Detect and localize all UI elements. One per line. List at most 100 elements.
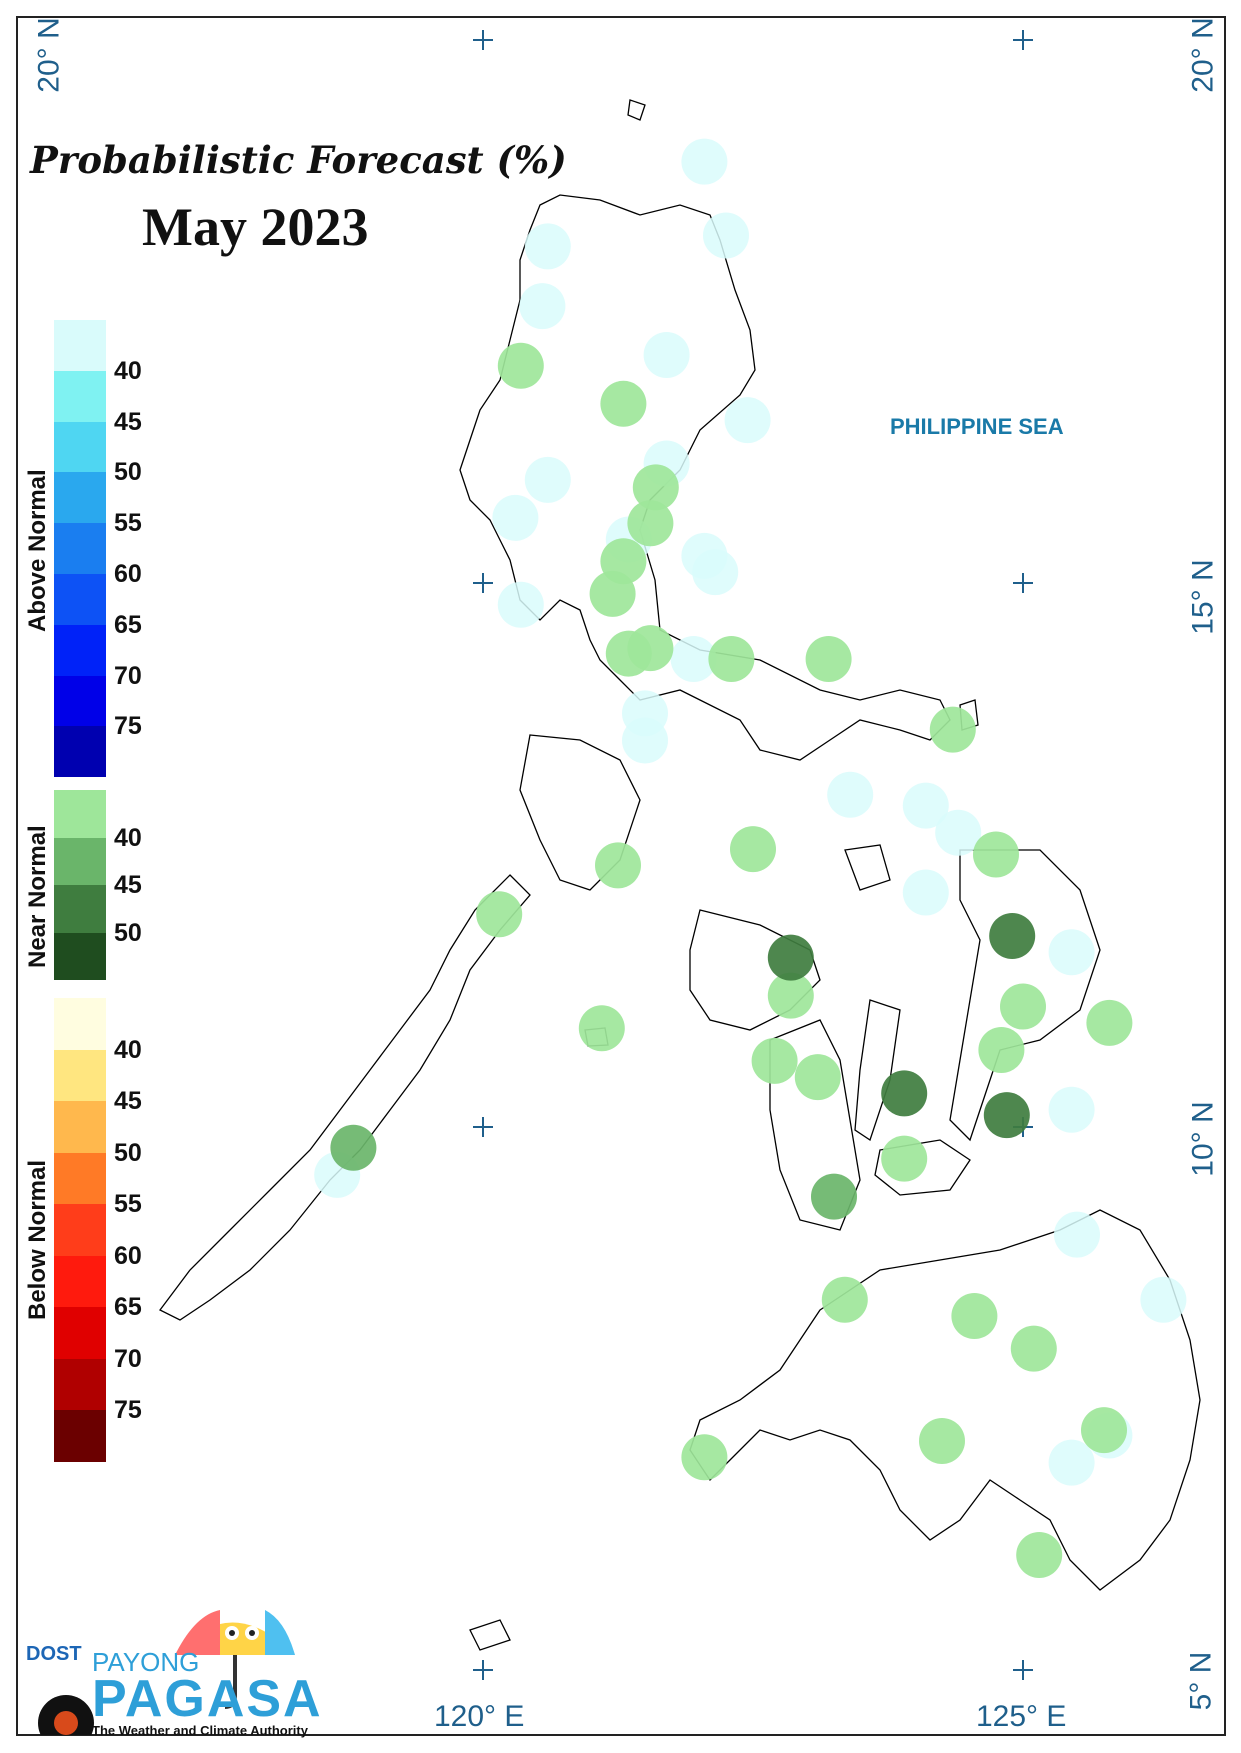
station-marker-near-62 <box>330 1124 377 1171</box>
legend-tick-below-45: 45 <box>114 1087 142 1115</box>
legend-swatch-near-1 <box>54 837 106 886</box>
station-marker-near-56 <box>1016 1531 1063 1578</box>
legend-swatch-above-4 <box>54 523 106 574</box>
station-marker-near-40 <box>973 831 1019 878</box>
station-marker-above-14 <box>935 809 982 856</box>
legend-tick-below-75: 75 <box>114 1396 142 1424</box>
lat-label-15-right: 15° N <box>1186 559 1220 635</box>
station-marker-near-29 <box>632 464 679 511</box>
station-marker-above-4 <box>643 331 690 378</box>
station-marker-near-55 <box>681 1434 728 1481</box>
station-marker-above-8 <box>497 581 544 628</box>
station-marker-above-22 <box>1054 1211 1100 1258</box>
lat-label-20-left: 20° N <box>32 17 66 93</box>
legend-tick-below-55: 55 <box>114 1190 142 1218</box>
station-marker-near-46 <box>751 1037 798 1084</box>
legend-tick-below-70: 70 <box>114 1344 142 1373</box>
lon-label-125: 125° E <box>976 1700 1067 1733</box>
station-marker-above-21 <box>1048 1086 1095 1133</box>
station-marker-above-24 <box>1048 1439 1095 1486</box>
station-marker-near-35 <box>708 636 755 683</box>
station-marker-near-44 <box>1086 999 1133 1046</box>
legend-swatch-above-2 <box>54 421 106 473</box>
station-marker-above-1 <box>703 212 749 259</box>
legend-swatch-near-0 <box>54 790 106 838</box>
bohol-coast <box>874 1139 971 1196</box>
palawan-coast <box>159 874 531 1321</box>
mindanao-coast <box>689 1209 1201 1591</box>
grid-mark-125-5 <box>1013 1660 1033 1680</box>
legend-tick-below-65: 65 <box>114 1293 142 1321</box>
map-frame <box>16 16 1226 1736</box>
grid-mark-120-20 <box>473 30 493 50</box>
station-marker-near-37 <box>929 706 976 753</box>
lat-label-10-right: 10° N <box>1186 1101 1220 1177</box>
station-marker-above-23 <box>1140 1276 1187 1323</box>
legend-tick-below-50: 50 <box>114 1138 142 1167</box>
station-marker-near-28 <box>600 380 647 427</box>
legend-swatch-below-7 <box>54 1358 106 1410</box>
map-title: Probabilistic Forecast (%) <box>30 138 567 182</box>
legend-swatch-above-7 <box>54 675 106 727</box>
coastline <box>159 99 1201 1651</box>
station-marker-near-30 <box>627 500 674 547</box>
graticule-marks <box>473 30 1033 1680</box>
pagasa-label: PAGASA <box>92 1670 323 1728</box>
station-marker-near-58 <box>989 912 1036 959</box>
station-marker-above-0 <box>681 138 728 185</box>
legend-tick-below-40: 40 <box>114 1035 142 1064</box>
station-marker-near-57 <box>767 934 814 981</box>
legend-tick-near-40: 40 <box>114 823 142 852</box>
station-marker-near-50 <box>821 1276 868 1323</box>
batanes-coast <box>627 99 646 121</box>
station-marker-near-27 <box>497 342 544 389</box>
grid-mark-120-15 <box>473 573 493 593</box>
legend-swatch-above-5 <box>54 574 106 625</box>
station-marker-near-51 <box>951 1293 998 1340</box>
legend-swatch-below-0 <box>54 998 106 1050</box>
legend-swatch-below-6 <box>54 1307 106 1359</box>
grid-mark-125-15 <box>1013 573 1033 593</box>
station-marker-above-17 <box>902 869 949 916</box>
legend-swatch-near-3 <box>54 932 106 981</box>
station-marker-above-19 <box>724 397 771 444</box>
station-marker-near-59 <box>881 1070 928 1117</box>
legend-tick-above-40: 40 <box>114 356 142 385</box>
lon-label-120: 120° E <box>434 1700 525 1733</box>
station-marker-above-13 <box>902 782 949 829</box>
legend-tick-near-45: 45 <box>114 871 142 900</box>
legend-swatch-below-5 <box>54 1255 106 1307</box>
lat-label-20-right: 20° N <box>1186 17 1220 93</box>
station-marker-above-7 <box>492 494 539 541</box>
station-marker-near-47 <box>794 1054 841 1101</box>
station-marker-near-36 <box>805 636 852 683</box>
legend-swatch-below-1 <box>54 1049 106 1101</box>
cebu-coast <box>854 999 901 1142</box>
legend-swatch-below-8 <box>54 1410 106 1462</box>
station-marker-above-20 <box>1048 929 1095 976</box>
luzon-coast <box>459 194 951 761</box>
pagasa-tagline: The Weather and Climate Authority <box>92 1723 308 1738</box>
station-marker-above-15 <box>827 771 874 818</box>
legend-swatch-below-4 <box>54 1204 106 1256</box>
station-marker-near-60 <box>983 1092 1030 1139</box>
legend-tick-above-70: 70 <box>114 661 142 690</box>
station-marker-above-11 <box>670 636 717 683</box>
station-marker-above-18 <box>681 532 728 579</box>
sea-label: PHILIPPINE SEA <box>890 414 1064 439</box>
station-marker-near-38 <box>595 842 641 889</box>
grid-mark-120-10 <box>473 1117 493 1137</box>
samar-leyte-coast <box>949 849 1101 1142</box>
umbrella-icon <box>38 1610 295 1735</box>
legend-below-label: Below Normal <box>24 1159 51 1320</box>
station-marker-near-54 <box>1081 1407 1127 1454</box>
station-marker-above-2 <box>524 223 571 270</box>
legend-swatch-below-2 <box>54 1101 106 1153</box>
station-marker-near-39 <box>730 826 776 873</box>
legend-tick-above-60: 60 <box>114 560 142 588</box>
station-marker-above-6 <box>524 456 571 503</box>
forecast-stations <box>314 138 1187 1578</box>
station-marker-near-43 <box>1000 983 1046 1030</box>
pagasa-logo: DOST PAYONG PAGASA The Weather and Clima… <box>20 1595 323 1738</box>
